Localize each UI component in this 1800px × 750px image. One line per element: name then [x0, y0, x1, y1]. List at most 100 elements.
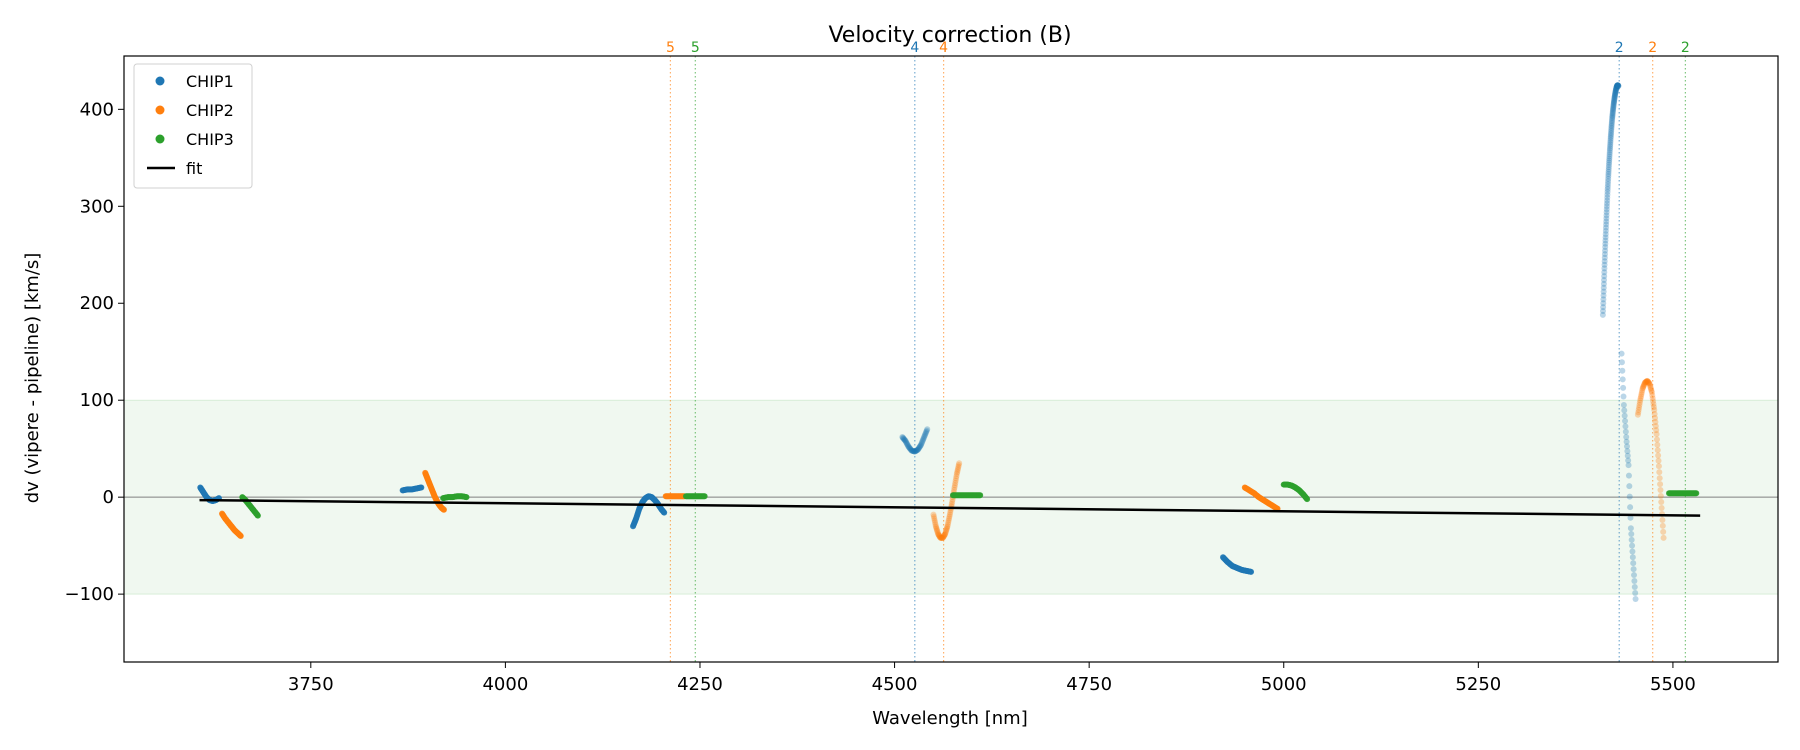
data-point — [1623, 434, 1630, 441]
data-point — [953, 470, 960, 477]
data-point — [1645, 379, 1652, 386]
data-point — [977, 492, 984, 499]
data-point — [1629, 548, 1636, 555]
data-point — [935, 532, 942, 539]
data-point — [1640, 383, 1647, 390]
data-point — [1600, 288, 1607, 295]
data-point — [1640, 382, 1647, 389]
data-point — [1641, 380, 1648, 387]
data-point — [920, 435, 927, 442]
data-point — [1610, 102, 1617, 109]
data-point — [1651, 410, 1658, 417]
data-point — [1609, 111, 1616, 118]
legend-label: CHIP1 — [186, 72, 234, 91]
data-point — [1613, 84, 1620, 91]
data-point — [1623, 438, 1630, 445]
data-point — [916, 444, 923, 451]
data-point — [952, 477, 959, 484]
data-point — [1613, 84, 1620, 91]
data-point — [1603, 206, 1610, 213]
data-point — [440, 506, 447, 513]
data-point — [924, 426, 931, 433]
data-point — [1602, 231, 1609, 238]
data-point — [1607, 137, 1614, 144]
data-point — [1639, 387, 1646, 394]
data-point — [463, 494, 470, 501]
data-point — [942, 531, 949, 538]
x-tick-label: 3750 — [288, 674, 334, 695]
data-point — [1608, 128, 1615, 135]
data-point — [1610, 103, 1617, 110]
data-point — [1605, 170, 1612, 177]
data-point — [1629, 542, 1636, 549]
data-point — [1646, 382, 1653, 389]
data-point — [944, 523, 951, 530]
data-point — [905, 443, 912, 450]
x-tick-label: 4000 — [482, 674, 528, 695]
data-point — [948, 501, 955, 508]
data-point — [902, 437, 909, 444]
data-point — [1602, 244, 1609, 251]
data-point — [1605, 161, 1612, 168]
data-point — [1641, 379, 1648, 386]
data-point — [932, 521, 939, 528]
data-point — [1600, 280, 1607, 287]
data-point — [941, 532, 948, 539]
legend: CHIP1 CHIP2 CHIP3 fit — [133, 63, 253, 189]
data-point — [937, 534, 944, 541]
data-point — [1653, 427, 1660, 434]
data-point — [919, 439, 926, 446]
data-point — [1645, 379, 1652, 386]
data-point — [1652, 414, 1659, 421]
data-point — [1611, 95, 1618, 102]
data-point — [944, 521, 951, 528]
chart-title: Velocity correction (B) — [828, 23, 1071, 48]
data-point — [1620, 393, 1627, 400]
data-point — [1608, 118, 1615, 125]
x-tick-label: 4750 — [1066, 674, 1112, 695]
data-point — [922, 431, 929, 438]
data-point — [1612, 88, 1619, 95]
data-point — [1603, 212, 1610, 219]
data-point — [1635, 406, 1642, 413]
data-point — [418, 484, 425, 491]
data-point — [1647, 383, 1654, 390]
data-point — [1658, 504, 1665, 511]
data-point — [938, 534, 945, 541]
data-point — [955, 463, 962, 470]
data-point — [1607, 139, 1614, 146]
data-point — [1630, 566, 1637, 573]
data-point — [908, 447, 915, 454]
data-point — [939, 534, 946, 541]
data-point — [1636, 402, 1643, 409]
data-point — [953, 473, 960, 480]
data-point — [1654, 447, 1661, 454]
y-tick-label: 100 — [80, 390, 114, 411]
data-point — [930, 513, 937, 520]
data-point — [917, 442, 924, 449]
data-point — [1602, 240, 1609, 247]
data-point — [1623, 443, 1630, 450]
data-point — [1612, 90, 1619, 97]
data-point — [945, 519, 952, 526]
data-point — [1609, 112, 1616, 119]
data-point — [1618, 359, 1625, 366]
data-point — [909, 447, 916, 454]
data-point — [954, 467, 961, 474]
data-point — [1603, 209, 1610, 216]
data-point — [1693, 490, 1700, 497]
data-point — [1629, 554, 1636, 561]
data-point — [899, 434, 906, 441]
data-point — [1613, 83, 1620, 90]
data-point — [1648, 386, 1655, 393]
data-point — [1608, 124, 1615, 131]
data-point — [936, 533, 943, 540]
data-point — [1655, 452, 1662, 459]
data-point — [932, 519, 939, 526]
data-point — [911, 448, 918, 455]
data-point — [1643, 378, 1650, 385]
x-tick-label: 4250 — [677, 674, 723, 695]
data-point — [1609, 109, 1616, 116]
data-point — [1620, 384, 1627, 391]
data-point — [931, 517, 938, 524]
